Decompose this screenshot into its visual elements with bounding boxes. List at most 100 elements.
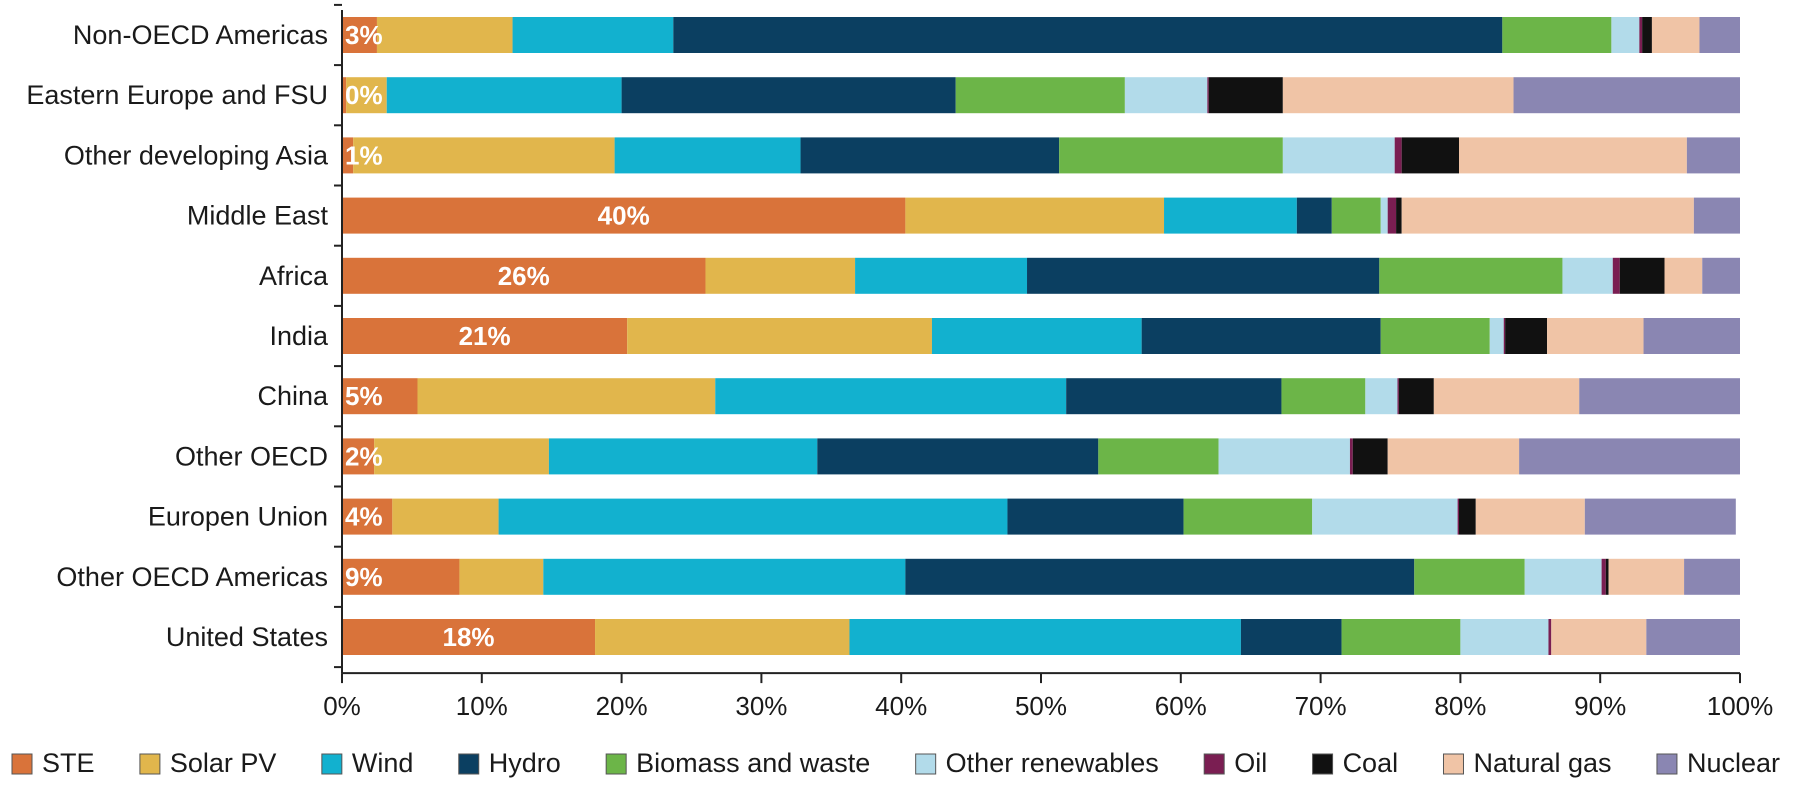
bar-other-oecd-americas-nuclear [1684,558,1740,595]
bar-china-ste [342,378,418,415]
legend-label-solar-pv: Solar PV [170,748,277,778]
bar-other-oecd-hydro [817,438,1099,475]
bar-africa-coal [1619,257,1665,294]
bar-europen-union-ste [342,498,393,535]
bar-middle-east-oil [1387,197,1397,234]
bar-middle-east-ste [342,197,906,234]
bar-india-hydro [1141,318,1381,354]
bar-united-states-wind [849,619,1241,655]
bar-united-states-nuclear [1646,619,1740,655]
bar-other-developing-asia-nuclear [1686,137,1740,174]
data-label-non-oecd-americas: 3% [345,20,383,50]
legend-swatch-other-renewables [915,753,937,775]
bar-europen-union-solar-pv [392,498,499,535]
bar-other-developing-asia-oil [1394,137,1402,174]
x-tick-label-60: 60% [1155,691,1207,721]
category-label-india: India [269,321,329,351]
legend-label-oil: Oil [1234,748,1267,778]
legend-swatch-wind [321,753,343,775]
bar-india-solar-pv [627,318,932,354]
bar-africa-other-renewables [1562,257,1613,294]
x-tick-label-100: 100% [1707,691,1774,721]
bar-eastern-europe-and-fsu-biomass-and-waste [955,77,1125,114]
data-label-other-developing-asia: 1% [345,140,383,170]
bar-china-solar-pv [417,378,716,415]
bar-eastern-europe-and-fsu-coal [1208,77,1283,114]
bar-united-states-ste [342,619,596,655]
x-tick-label-70: 70% [1295,691,1347,721]
bar-middle-east-solar-pv [905,197,1165,234]
bar-china-other-renewables [1365,378,1398,415]
bar-china-biomass-and-waste [1281,378,1366,415]
bar-middle-east-wind [1164,197,1297,234]
data-label-eastern-europe-and-fsu: 0% [345,80,383,110]
legend-label-nuclear: Nuclear [1687,748,1780,778]
bar-non-oecd-americas-oil [1639,17,1643,53]
bar-europen-union-nuclear [1584,498,1736,535]
legend-item-hydro: Hydro [458,748,561,778]
bar-europen-union-coal [1459,498,1476,535]
x-tick-label-40: 40% [875,691,927,721]
legend-label-natural-gas: Natural gas [1473,748,1611,778]
bar-china-hydro [1066,378,1282,415]
bar-eastern-europe-and-fsu-wind [386,77,622,114]
bar-eastern-europe-and-fsu-solar-pv [346,77,387,114]
category-label-other-developing-asia: Other developing Asia [64,140,329,170]
bar-united-states-other-renewables [1460,619,1549,655]
bar-non-oecd-americas-wind [512,17,674,53]
bar-india-wind [931,318,1142,354]
bar-eastern-europe-and-fsu-nuclear [1513,77,1740,114]
bar-china-nuclear [1579,378,1740,415]
bar-united-states-hydro [1240,619,1342,655]
bar-africa-biomass-and-waste [1379,257,1563,294]
bar-eastern-europe-and-fsu-hydro [621,77,956,114]
legend-item-wind: Wind [321,748,414,778]
bar-other-oecd-americas-coal [1605,558,1609,595]
bar-non-oecd-americas-natural-gas [1651,17,1700,53]
x-tick-label-80: 80% [1434,691,1486,721]
data-label-europen-union: 4% [345,502,383,532]
bar-india-biomass-and-waste [1380,318,1490,354]
category-label-middle-east: Middle East [187,201,329,231]
legend-item-oil: Oil [1203,748,1267,778]
bar-other-developing-asia-coal [1401,137,1460,174]
bar-middle-east-biomass-and-waste [1331,197,1381,234]
bar-non-oecd-americas-ste [342,17,377,53]
bar-non-oecd-americas-coal [1642,17,1652,53]
bar-china-oil [1397,378,1399,415]
x-tick-label-90: 90% [1574,691,1626,721]
bar-united-states-biomass-and-waste [1341,619,1461,655]
x-tick-label-20: 20% [596,691,648,721]
bar-china-wind [715,378,1067,415]
category-label-africa: Africa [259,261,329,291]
bar-other-oecd-americas-natural-gas [1608,558,1685,595]
bar-eastern-europe-and-fsu-ste [342,77,347,114]
bar-non-oecd-americas-biomass-and-waste [1502,17,1612,53]
bar-other-oecd-americas-solar-pv [459,558,544,595]
legend-label-wind: Wind [352,748,414,778]
bar-other-oecd-americas-wind [543,558,906,595]
bar-india-ste [342,318,628,354]
legend-item-nuclear: Nuclear [1656,748,1780,778]
category-label-united-states: United States [166,622,328,652]
legend-item-biomass-and-waste: Biomass and waste [605,748,870,778]
data-label-other-oecd-americas: 9% [345,562,383,592]
category-label-europen-union: Europen Union [148,502,328,532]
bar-middle-east-hydro [1296,197,1332,234]
bar-other-developing-asia-biomass-and-waste [1059,137,1283,174]
bar-other-oecd-americas-ste [342,558,460,595]
bar-other-oecd-americas-other-renewables [1524,558,1602,595]
bar-other-oecd-coal [1352,438,1388,475]
bar-india-coal [1505,318,1548,354]
bar-non-oecd-americas-nuclear [1699,17,1740,53]
legend-swatch-biomass-and-waste [605,753,627,775]
bar-africa-hydro [1027,257,1380,294]
bar-other-oecd-wind [548,438,818,475]
x-tick-label-10: 10% [456,691,508,721]
bar-india-other-renewables [1489,318,1504,354]
bar-other-oecd-americas-oil [1601,558,1606,595]
bar-other-oecd-natural-gas [1387,438,1520,475]
bar-africa-wind [855,257,1028,294]
bar-africa-oil [1612,257,1620,294]
